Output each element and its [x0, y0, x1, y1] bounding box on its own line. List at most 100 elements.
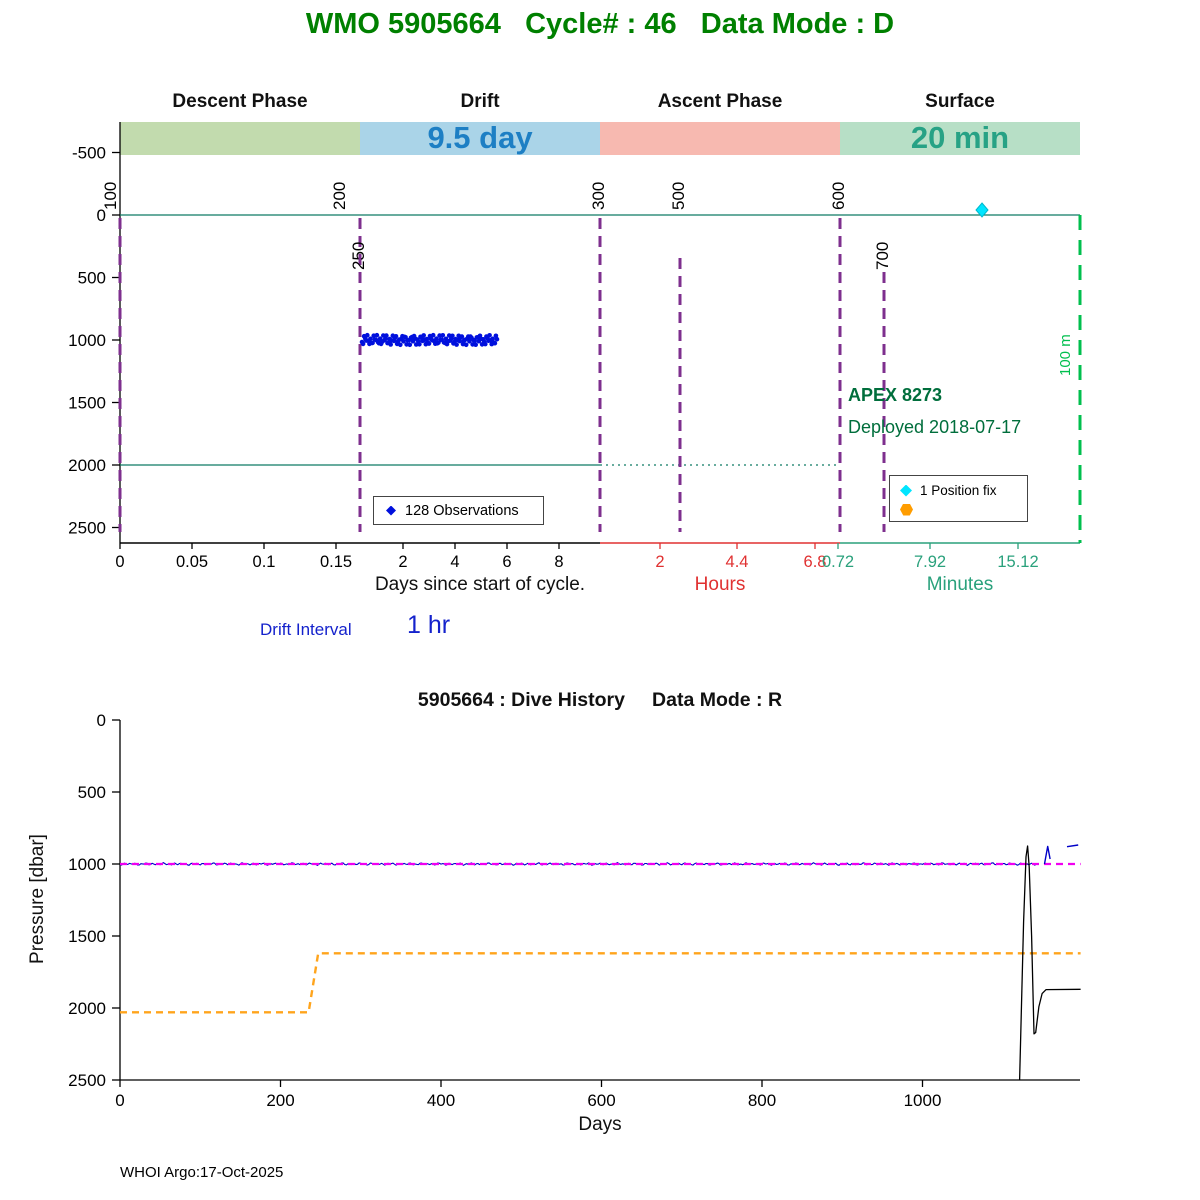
surface-marker-label: 100 m	[1057, 334, 1074, 376]
observations-legend-label: 128 Observations	[405, 502, 519, 519]
cycle-y-tick-label: 1500	[68, 394, 106, 413]
observation-point	[360, 341, 366, 347]
figure-title: WMO 5905664 Cycle# : 46 Data Mode : D	[305, 8, 895, 40]
cycle-x-tick-label: 4	[450, 553, 459, 571]
cycle-x-tick-label: 6.8	[804, 553, 827, 571]
dive-x-tick-label: 1000	[904, 1091, 942, 1110]
observation-point	[494, 336, 500, 342]
surface-hexagon-icon	[900, 503, 913, 516]
cycle-x-tick-label: 2	[398, 553, 407, 571]
dive-x-tick-label: 600	[587, 1091, 615, 1110]
cycle-x-tick-label: 7.92	[914, 553, 946, 571]
dive-y-tick-label: 1500	[68, 927, 106, 946]
observation-point	[430, 332, 436, 338]
dive-x-tick-label: 400	[427, 1091, 455, 1110]
pressure-marker-label-100: 100	[101, 182, 120, 210]
pressure-marker-label-300: 300	[589, 182, 608, 210]
observation-point	[487, 333, 492, 338]
dive-y-tick-label: 0	[97, 711, 106, 730]
position-fix-legend-row: 1 Position fix	[900, 481, 1027, 500]
phase-band-3	[840, 122, 1080, 155]
observation-point	[365, 332, 370, 338]
surface-marker-legend-row	[900, 500, 1027, 519]
observation-point	[450, 333, 455, 339]
phase-band-0	[120, 122, 360, 155]
observations-legend: 128 Observations	[373, 496, 544, 525]
pressure-marker-label-700: 700	[873, 242, 892, 270]
observation-point	[467, 339, 472, 344]
observation-point	[492, 340, 498, 346]
observation-point	[459, 334, 465, 339]
phase-header-ascent: Ascent Phase	[657, 91, 783, 112]
dive-y-tick-label: 1000	[68, 855, 106, 874]
x-caption-minutes: Minutes	[926, 574, 994, 595]
dive-x-tick-label: 0	[115, 1091, 124, 1110]
position-fix-diamond-icon	[900, 484, 912, 497]
cycle-y-tick-label: 0	[97, 206, 106, 225]
dive-x-tick-label: 800	[748, 1091, 776, 1110]
observation-point	[434, 336, 439, 342]
cycle-x-tick-label: 4.4	[726, 553, 749, 571]
cycle-x-tick-label: 2	[655, 553, 664, 571]
observation-point	[457, 338, 463, 344]
cycle-x-tick-label: 8	[554, 553, 563, 571]
observation-point	[398, 342, 403, 348]
observation-point	[473, 342, 479, 348]
observation-point	[483, 341, 488, 347]
cycle-y-tick-label: 2500	[68, 519, 106, 538]
cycle-x-tick-label: 0	[115, 553, 124, 571]
pressure-marker-label-250: 250	[349, 242, 368, 270]
x-caption-hours: Hours	[694, 574, 746, 595]
cycle-y-tick-label: 500	[78, 269, 106, 288]
drift-interval-value: 1 hr	[407, 611, 451, 639]
observation-point	[388, 342, 394, 347]
position-fix-legend: 1 Position fix	[889, 475, 1028, 522]
phase-band-2	[600, 122, 840, 155]
observation-point	[426, 341, 432, 346]
cycle-x-tick-label: 0.1	[253, 553, 276, 571]
pressure-marker-label-500: 500	[669, 182, 688, 210]
dive-y-tick-label: 2500	[68, 1071, 106, 1090]
observation-point	[384, 333, 389, 338]
x-caption-days: Days since start of cycle.	[374, 574, 586, 595]
observation-diamond-icon	[386, 505, 396, 516]
observation-point	[454, 342, 459, 347]
drift-interval-label: Drift Interval	[260, 620, 352, 639]
cycle-y-tick-label: 1000	[68, 331, 106, 350]
cycle-x-tick-label: 0.15	[320, 553, 352, 571]
series-park-excursion	[1043, 845, 1051, 865]
cycle-x-tick-label: 15.12	[997, 553, 1038, 571]
observation-point	[368, 336, 373, 342]
pressure-marker-label-200: 200	[330, 182, 349, 210]
phase-header-surface: Surface	[925, 91, 995, 112]
dive-x-tick-label: 200	[266, 1091, 294, 1110]
position-fix-legend-label: 1 Position fix	[920, 483, 997, 498]
observation-point	[407, 342, 413, 348]
observation-point	[370, 340, 375, 346]
series-recent-cycle-trace	[1018, 845, 1081, 1081]
footer-credit: WHOI Argo:17-Oct-2025	[120, 1164, 284, 1181]
series-profile-depth-step	[120, 952, 1081, 1014]
phase-band-1	[360, 122, 600, 155]
dive-x-axis-label: Days	[578, 1114, 622, 1135]
observation-point	[393, 334, 399, 339]
phase-header-drift: Drift	[460, 91, 500, 112]
cycle-x-tick-label: 0.72	[822, 553, 854, 571]
dive-y-tick-label: 500	[78, 783, 106, 802]
observation-point	[472, 338, 478, 344]
dive-y-tick-label: 2000	[68, 999, 106, 1018]
surface-duration-text: 20 min	[910, 120, 1010, 155]
observation-point	[417, 342, 422, 347]
cycle-x-tick-label: 0.05	[176, 553, 208, 571]
phase-header-descent: Descent Phase	[172, 91, 308, 112]
series-park-trace-end	[1066, 844, 1079, 848]
position-fix-marker	[975, 202, 989, 218]
cycle-y-tick-label: 2000	[68, 456, 106, 475]
drift-duration-text: 9.5 day	[427, 120, 533, 155]
dive-y-axis-label: Pressure [dbar]	[27, 834, 48, 964]
observation-point	[440, 333, 446, 338]
cycle-x-tick-label: 6	[502, 553, 511, 571]
dive-history-title: 5905664 : Dive History Data Mode : R	[417, 689, 783, 711]
pressure-marker-label-600: 600	[829, 182, 848, 210]
